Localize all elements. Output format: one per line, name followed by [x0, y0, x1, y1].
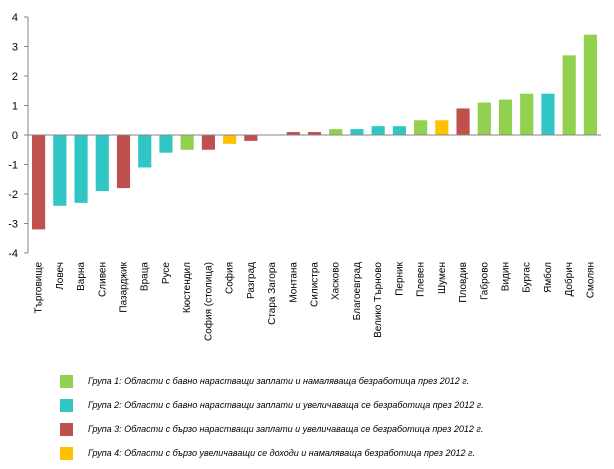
- x-tick-label: Смолян: [585, 262, 596, 298]
- x-tick-label: Силистра: [310, 262, 321, 307]
- x-tick-label: Добрич: [563, 262, 575, 297]
- bar: [53, 135, 67, 206]
- legend-label-group-4: Група 4: Области с бързо увеличаващи се …: [88, 448, 475, 458]
- x-tick-label: Пловдив: [458, 262, 469, 303]
- bar: [498, 99, 513, 135]
- bar-chart: -4 -3 -2 -1 0 1 2 3 4 Търговище Ловеч Варна Сливен Па…: [8, 12, 601, 341]
- bar: [307, 132, 322, 135]
- bar: [201, 135, 215, 150]
- x-tick-label: Шумен: [437, 262, 448, 294]
- y-tick-label: -4: [8, 248, 18, 260]
- y-tick-label: 4: [12, 12, 18, 24]
- y-tick-label: 1: [12, 101, 18, 113]
- bar: [223, 135, 237, 144]
- x-tick-label: Хасково: [331, 262, 342, 300]
- bar: [329, 129, 343, 135]
- x-tick-label: Благоевград: [352, 262, 363, 320]
- bar: [414, 120, 428, 135]
- x-tick-label: Монтана: [288, 262, 299, 303]
- bar: [138, 135, 152, 168]
- bar: [286, 132, 300, 135]
- x-tick-label: Плевен: [416, 262, 427, 297]
- y-tick-label: -1: [8, 160, 18, 172]
- legend-label-group-2: Група 2: Области с бавно нарастващи запл…: [88, 400, 484, 410]
- bar: [477, 102, 491, 135]
- bar: [95, 135, 109, 192]
- y-tick-label: -2: [8, 189, 18, 201]
- bar: [456, 108, 470, 135]
- legend-label-group-3: Група 3: Области с бързо нарастващи запл…: [88, 424, 484, 434]
- x-tick-label: Велико Търново: [373, 262, 384, 338]
- x-tick-label: Враца: [140, 262, 151, 292]
- bar: [32, 135, 46, 230]
- bar: [520, 93, 534, 135]
- bar: [562, 55, 576, 135]
- legend-swatch-group-2: [60, 398, 73, 412]
- legend: Група 1: Области с бавно нарастващи запл…: [60, 369, 600, 465]
- bar: [583, 34, 597, 136]
- x-tick-label: Ловеч: [55, 262, 66, 290]
- bar: [541, 93, 555, 135]
- x-tick-label: Перник: [394, 261, 405, 295]
- y-tick-label: 3: [12, 42, 18, 54]
- legend-swatch-group-1: [60, 374, 73, 388]
- bar: [74, 135, 88, 203]
- legend-item-group-3: Група 3: Области с бързо нарастващи запл…: [60, 417, 600, 441]
- x-tick-label: Разград: [246, 262, 257, 299]
- x-tick-label: Стара Загора: [267, 262, 278, 325]
- y-tick-label: 0: [12, 130, 18, 142]
- bar: [244, 135, 258, 141]
- legend-swatch-group-4: [60, 446, 73, 460]
- x-tick-label: Габрово: [478, 262, 490, 300]
- legend-label-group-1: Група 1: Области с бавно нарастващи запл…: [88, 376, 470, 386]
- x-tick-label: София (столица): [202, 262, 214, 341]
- bar: [435, 120, 449, 135]
- legend-swatch-group-3: [60, 422, 73, 436]
- legend-item-group-1: Група 1: Области с бавно нарастващи запл…: [60, 369, 600, 393]
- y-tick-label: 2: [12, 71, 18, 83]
- x-tick-label: Варна: [76, 262, 87, 291]
- x-tick-label: Пазарджик: [119, 261, 130, 312]
- x-tick-label: Търговище: [34, 262, 45, 314]
- bar: [116, 135, 131, 189]
- legend-item-group-2: Група 2: Области с бавно нарастващи запл…: [60, 393, 600, 417]
- x-tick-label: Сливен: [97, 262, 108, 297]
- x-tick-label: Бургас: [522, 262, 533, 293]
- bar: [392, 126, 406, 135]
- bar: [350, 129, 364, 135]
- bar: [180, 135, 194, 150]
- x-tick-label: София: [224, 262, 236, 294]
- x-tick-label: Русе: [161, 262, 172, 285]
- x-tick-label: Кюстендил: [182, 262, 193, 313]
- bar: [159, 135, 173, 153]
- bar: [371, 126, 385, 135]
- x-tick-label: Видин: [501, 262, 512, 291]
- legend-item-group-4: Група 4: Области с бързо увеличаващи се …: [60, 441, 600, 465]
- x-tick-label: Ямбол: [542, 262, 554, 293]
- y-tick-label: -3: [8, 219, 18, 231]
